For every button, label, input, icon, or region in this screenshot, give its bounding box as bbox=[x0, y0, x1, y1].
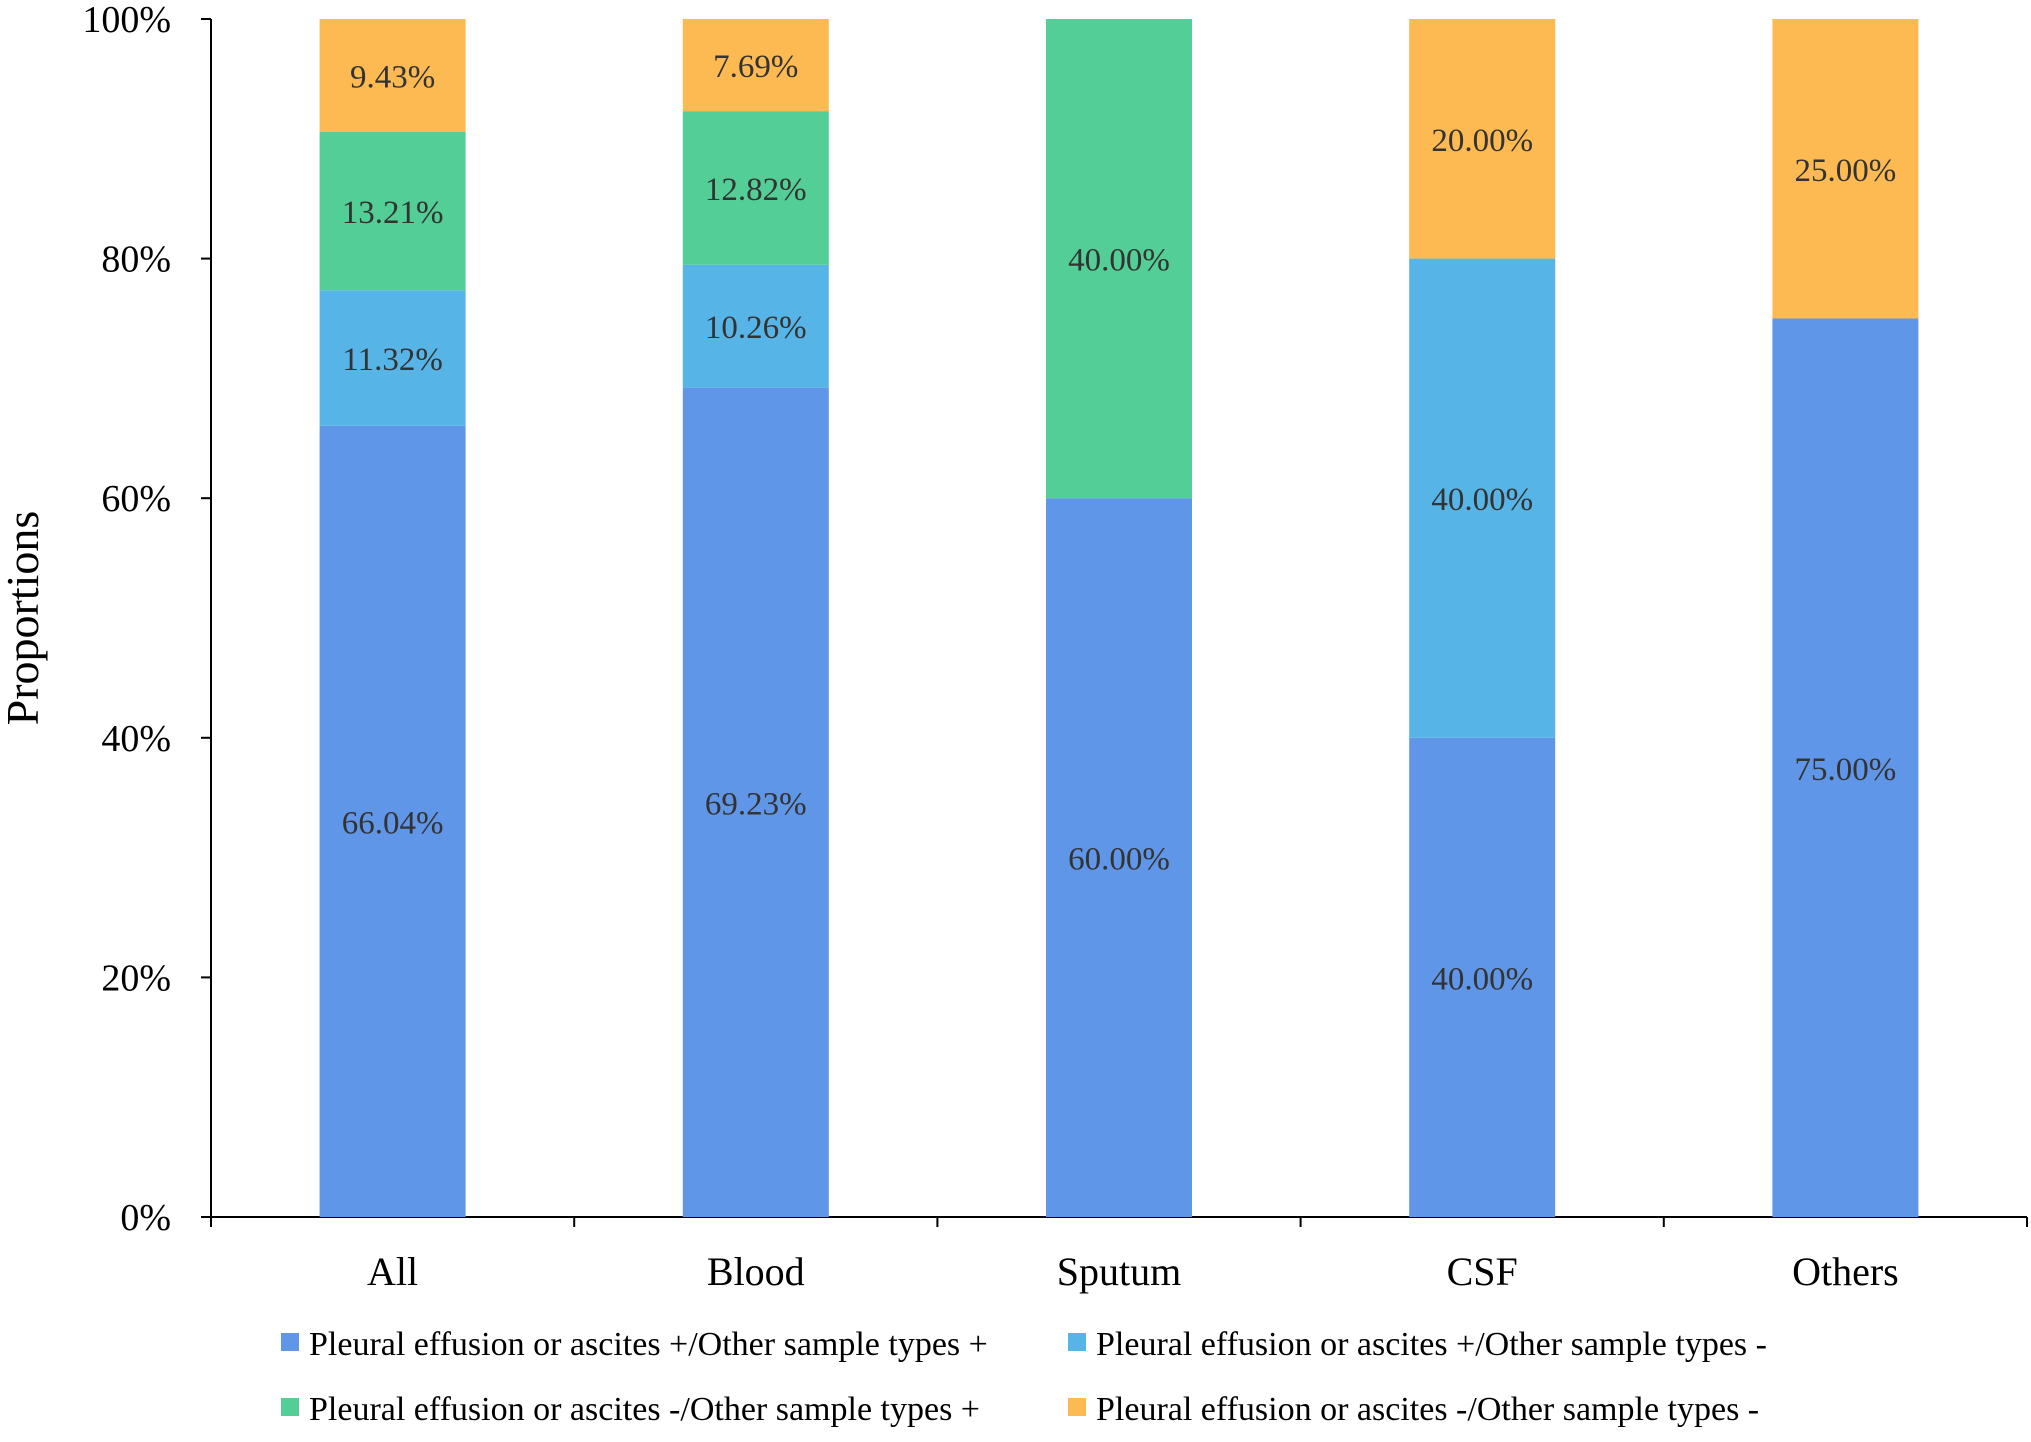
legend: Pleural effusion or ascites +/Other samp… bbox=[281, 1326, 1767, 1428]
bar-segment-blood-s2 bbox=[682, 264, 829, 388]
bar-segment-blood-s3 bbox=[682, 111, 829, 265]
legend-swatch bbox=[1068, 1398, 1086, 1416]
data-label: 75.00% bbox=[1795, 752, 1897, 788]
bar-segment-all-s2 bbox=[319, 290, 466, 426]
data-label: 11.32% bbox=[342, 342, 443, 378]
y-axis: 0% 20% 40% 60% 80% 100% bbox=[82, 0, 212, 1239]
data-label: 66.04% bbox=[342, 805, 444, 841]
legend-label: Pleural effusion or ascites +/Other samp… bbox=[309, 1326, 988, 1363]
data-label: 40.00% bbox=[1431, 482, 1533, 518]
legend-item-1: Pleural effusion or ascites +/Other samp… bbox=[281, 1326, 988, 1363]
y-tick-label: 0% bbox=[120, 1197, 171, 1239]
legend-swatch bbox=[281, 1333, 299, 1351]
x-tick-label-csf: CSF bbox=[1447, 1249, 1518, 1294]
bar-segment-others-s4 bbox=[1772, 19, 1919, 319]
data-label: 9.43% bbox=[350, 59, 435, 95]
x-tick-label-others: Others bbox=[1792, 1249, 1899, 1294]
data-label: 40.00% bbox=[1431, 961, 1533, 997]
legend-item-2: Pleural effusion or ascites +/Other samp… bbox=[1068, 1326, 1767, 1363]
data-label: 25.00% bbox=[1795, 153, 1897, 189]
x-axis: All Blood Sputum CSF Others bbox=[210, 1216, 2028, 1294]
y-tick-label: 80% bbox=[101, 239, 171, 281]
legend-label: Pleural effusion or ascites -/Other samp… bbox=[309, 1391, 980, 1428]
bar-segment-all-s4 bbox=[319, 19, 466, 132]
bar-segment-csf-s1 bbox=[1409, 737, 1556, 1217]
bar-segment-sputum-s1 bbox=[1046, 498, 1192, 1217]
bar-segment-blood-s1 bbox=[682, 387, 829, 1217]
x-tick-label-all: All bbox=[367, 1249, 418, 1294]
bars bbox=[319, 19, 1919, 1217]
legend-label: Pleural effusion or ascites +/Other samp… bbox=[1096, 1326, 1767, 1363]
data-label: 60.00% bbox=[1068, 842, 1170, 878]
x-tick-label-blood: Blood bbox=[707, 1249, 805, 1294]
legend-item-3: Pleural effusion or ascites -/Other samp… bbox=[281, 1391, 980, 1428]
data-label: 12.82% bbox=[705, 172, 807, 208]
data-label: 40.00% bbox=[1068, 243, 1170, 279]
bar-segment-csf-s4 bbox=[1409, 19, 1556, 259]
bar-segment-csf-s2 bbox=[1409, 258, 1556, 738]
bar-segment-sputum-s3 bbox=[1046, 19, 1192, 499]
bar-segment-others-s1 bbox=[1772, 318, 1919, 1217]
data-label: 69.23% bbox=[705, 786, 807, 822]
data-label: 13.21% bbox=[342, 195, 444, 231]
legend-label: Pleural effusion or ascites -/Other samp… bbox=[1096, 1391, 1759, 1428]
y-axis-title: Proportions bbox=[0, 511, 48, 726]
data-label: 20.00% bbox=[1431, 123, 1533, 159]
bar-segment-all-s3 bbox=[319, 131, 466, 291]
segment-labels: 66.04% 11.32% 13.21% 9.43% 69.23% 10.26% 12.82… bbox=[342, 49, 1897, 997]
data-label: 10.26% bbox=[705, 310, 807, 346]
data-label: 7.69% bbox=[713, 49, 798, 85]
x-tick-label-sputum: Sputum bbox=[1057, 1249, 1181, 1294]
y-tick-label: 100% bbox=[82, 0, 171, 41]
legend-swatch bbox=[281, 1398, 299, 1416]
bar-segment-blood-s4 bbox=[682, 19, 829, 112]
legend-swatch bbox=[1068, 1333, 1086, 1351]
y-tick-label: 60% bbox=[101, 478, 171, 520]
y-tick-label: 20% bbox=[101, 957, 171, 999]
bar-segment-all-s1 bbox=[319, 425, 466, 1217]
legend-item-4: Pleural effusion or ascites -/Other samp… bbox=[1068, 1391, 1759, 1428]
y-tick-label: 40% bbox=[101, 718, 171, 760]
